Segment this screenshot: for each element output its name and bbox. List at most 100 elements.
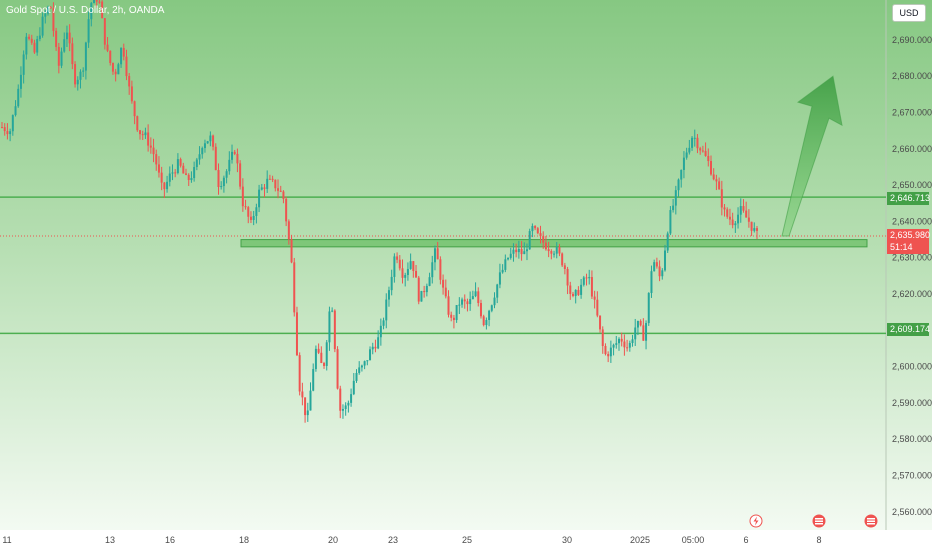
candle	[136, 115, 139, 132]
candle	[166, 175, 169, 193]
candle	[38, 27, 41, 42]
candle	[52, 2, 55, 37]
candle	[147, 124, 150, 152]
candle	[525, 243, 528, 261]
candle	[488, 309, 491, 327]
candle	[482, 314, 485, 327]
candle	[612, 343, 615, 356]
candle	[171, 164, 174, 181]
candle	[409, 253, 412, 270]
candle	[699, 146, 702, 155]
projection-arrow[interactable]	[781, 75, 843, 237]
candle	[547, 241, 550, 258]
candle	[206, 140, 209, 144]
candle	[544, 236, 547, 251]
candle	[528, 228, 531, 250]
candle	[461, 297, 464, 308]
candle	[382, 317, 385, 330]
candle	[71, 37, 74, 70]
candle	[125, 49, 128, 81]
candle	[282, 190, 285, 204]
support-zone[interactable]	[240, 239, 868, 248]
candle	[57, 42, 60, 74]
candle	[11, 114, 14, 136]
event-icon[interactable]	[812, 514, 826, 528]
candle	[550, 249, 553, 260]
event-icon[interactable]	[864, 514, 878, 528]
candle	[79, 69, 82, 89]
candle	[220, 181, 223, 190]
candle	[144, 127, 147, 139]
candle	[590, 270, 593, 300]
candle	[631, 334, 634, 347]
candle	[374, 339, 377, 353]
candle	[41, 12, 44, 38]
candle	[615, 335, 618, 349]
candle	[271, 175, 274, 183]
candle	[620, 332, 623, 347]
candle	[120, 47, 123, 68]
candle	[444, 279, 447, 299]
candle	[393, 253, 396, 283]
candle	[747, 209, 750, 228]
chart-title: Gold Spot / U.S. Dollar, 2h, OANDA	[6, 5, 165, 16]
candle	[87, 11, 90, 48]
candle	[309, 382, 312, 411]
candle	[398, 255, 401, 271]
candle	[333, 309, 336, 353]
candle	[160, 166, 163, 191]
candle	[593, 290, 596, 309]
currency-button[interactable]: USD	[892, 4, 926, 22]
candle	[726, 207, 729, 219]
candle	[663, 244, 666, 272]
candle	[314, 345, 317, 372]
candle	[239, 160, 242, 190]
candle	[350, 388, 353, 407]
candle	[320, 346, 323, 364]
candle	[17, 84, 20, 108]
candle	[331, 307, 334, 313]
candle	[571, 291, 574, 298]
y-tick-label: 2,600.000	[892, 362, 932, 372]
candle	[566, 266, 569, 295]
candle	[363, 360, 366, 370]
candle	[209, 131, 212, 147]
candle	[182, 162, 185, 174]
candle	[277, 179, 280, 199]
lightning-icon[interactable]	[749, 514, 763, 528]
candle	[450, 311, 453, 322]
candle	[33, 39, 36, 54]
candle	[555, 242, 558, 259]
candle	[504, 254, 507, 273]
candle	[674, 185, 677, 215]
x-tick-label: 05:00	[682, 535, 705, 545]
candle	[30, 34, 33, 45]
candle	[636, 320, 639, 336]
candle	[604, 343, 607, 356]
candle	[609, 340, 612, 363]
candle	[661, 268, 664, 280]
candle	[155, 149, 158, 171]
candle	[295, 306, 298, 357]
candle	[731, 212, 734, 229]
candle	[190, 171, 193, 183]
candle	[157, 156, 160, 178]
candle	[323, 361, 326, 369]
candle	[580, 279, 583, 299]
candle	[406, 262, 409, 281]
x-tick-label: 18	[239, 535, 249, 545]
candle	[439, 256, 442, 285]
candle	[63, 32, 66, 53]
candle	[474, 282, 477, 298]
candle	[520, 241, 523, 261]
candle	[753, 222, 756, 233]
candle	[212, 134, 215, 151]
candle	[574, 289, 577, 304]
candle	[9, 128, 12, 142]
candle	[139, 129, 142, 140]
candle	[645, 320, 648, 350]
candle	[252, 210, 255, 226]
candle	[233, 149, 236, 156]
